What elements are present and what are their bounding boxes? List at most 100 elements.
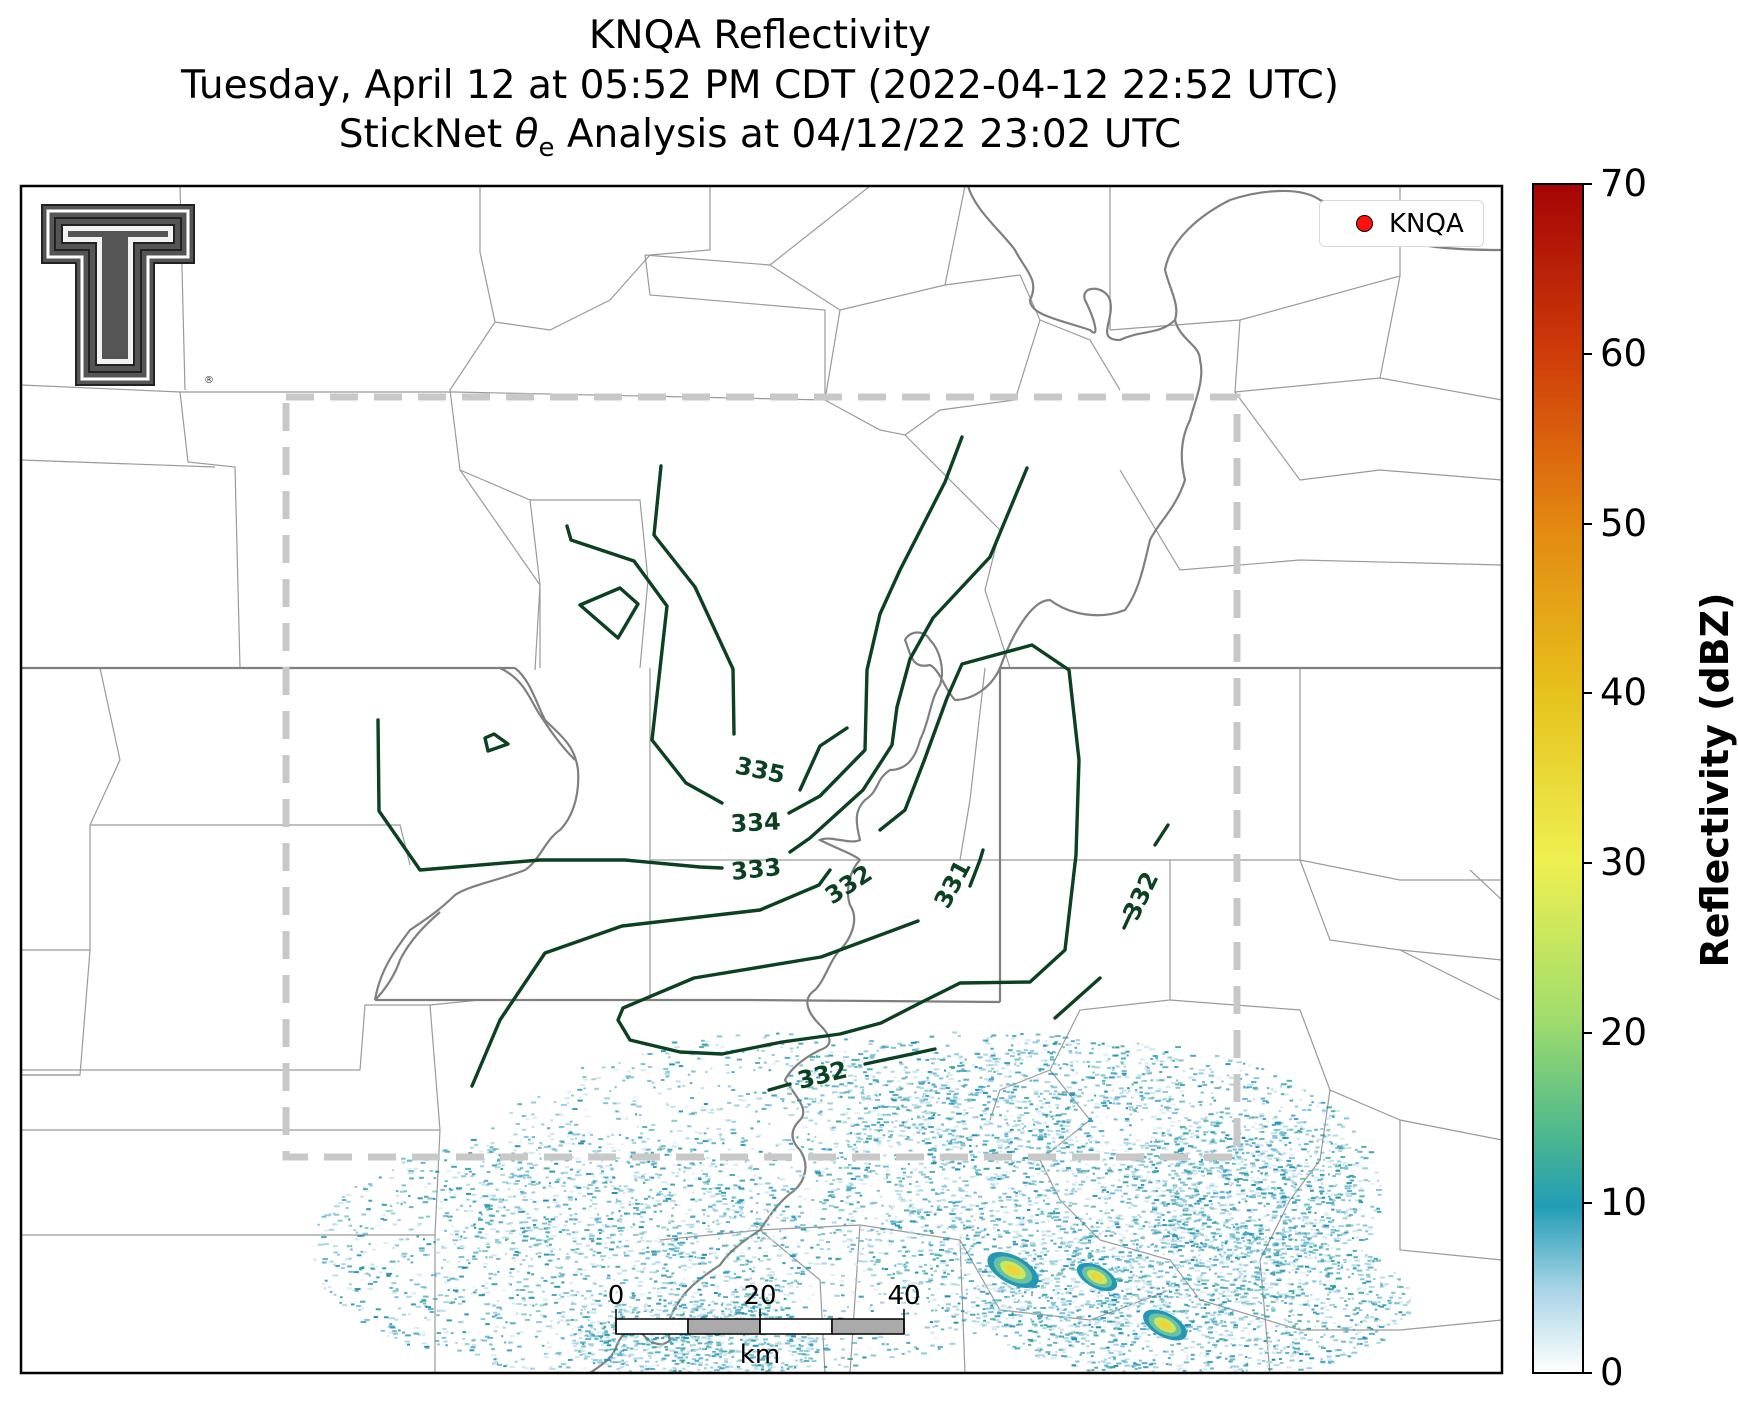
radar-echo-pixel (556, 1267, 562, 1269)
radar-echo-pixel (500, 1318, 505, 1321)
radar-echo-pixel (968, 1195, 972, 1198)
radar-echo-pixel (1291, 1185, 1294, 1187)
radar-echo-pixel (929, 1264, 933, 1267)
radar-echo-pixel (1276, 1201, 1280, 1204)
radar-echo-pixel (700, 1257, 706, 1260)
radar-echo-pixel (561, 1311, 566, 1314)
radar-echo-pixel (496, 1313, 501, 1316)
radar-echo-pixel (1376, 1189, 1382, 1191)
radar-echo-pixel (900, 1130, 906, 1133)
radar-echo-pixel (804, 1198, 807, 1200)
radar-echo-pixel (706, 1175, 711, 1178)
radar-echo-pixel (612, 1325, 618, 1328)
radar-echo-pixel (1261, 1253, 1266, 1256)
radar-echo-pixel (982, 1284, 985, 1287)
radar-echo-pixel (445, 1150, 451, 1153)
radar-echo-pixel (942, 1130, 949, 1133)
radar-echo-pixel (1038, 1134, 1043, 1137)
radar-echo-pixel (647, 1066, 653, 1068)
radar-echo-pixel (739, 1316, 742, 1319)
radar-echo-pixel (870, 1260, 874, 1262)
radar-echo-pixel (500, 1308, 503, 1311)
radar-echo-pixel (590, 1233, 594, 1236)
radar-echo-pixel (601, 1159, 604, 1162)
radar-echo-pixel (866, 1229, 873, 1232)
radar-echo-pixel (1148, 1087, 1153, 1089)
radar-echo-pixel (767, 1223, 770, 1226)
radar-echo-pixel (603, 1294, 607, 1297)
radar-echo-pixel (671, 1171, 675, 1174)
radar-echo-pixel (410, 1261, 414, 1264)
radar-echo-pixel (932, 1298, 937, 1301)
radar-echo-pixel (998, 1199, 1004, 1202)
radar-echo-pixel (1158, 1156, 1162, 1159)
radar-echo-pixel (1090, 1290, 1095, 1292)
radar-echo-pixel (983, 1229, 986, 1232)
radar-echo-pixel (444, 1198, 448, 1201)
radar-echo-pixel (482, 1195, 489, 1198)
radar-echo-pixel (775, 1144, 779, 1147)
radar-echo-pixel (775, 1284, 780, 1287)
radar-echo-pixel (513, 1149, 517, 1152)
radar-echo-pixel (1011, 1161, 1015, 1164)
radar-echo-pixel (910, 1118, 913, 1121)
radar-echo-pixel (1014, 1063, 1017, 1066)
radar-echo-pixel (989, 1318, 996, 1321)
radar-echo-pixel (466, 1192, 471, 1195)
radar-echo-pixel (1077, 1171, 1084, 1174)
radar-echo-pixel (755, 1135, 761, 1138)
radar-echo-pixel (1210, 1208, 1216, 1210)
radar-echo-pixel (669, 1194, 674, 1197)
radar-echo-pixel (967, 1258, 973, 1261)
radar-echo-pixel (651, 1263, 656, 1266)
radar-echo-pixel (1103, 1255, 1110, 1258)
radar-echo-pixel (1352, 1163, 1358, 1166)
radar-echo-pixel (602, 1181, 608, 1184)
radar-echo-pixel (1010, 1316, 1015, 1319)
radar-echo-pixel (749, 1165, 753, 1168)
radar-echo-pixel (1004, 1118, 1008, 1121)
radar-echo-pixel (952, 1096, 955, 1099)
radar-echo-pixel (986, 1064, 990, 1067)
radar-echo-pixel (1120, 1242, 1124, 1244)
radar-echo-pixel (570, 1303, 577, 1305)
radar-echo-pixel (693, 1252, 697, 1254)
radar-echo-pixel (902, 1097, 908, 1100)
radar-echo-pixel (1175, 1264, 1180, 1267)
radar-echo-pixel (869, 1056, 874, 1059)
radar-echo-pixel (321, 1261, 327, 1264)
radar-echo-pixel (1026, 1307, 1030, 1310)
radar-echo-pixel (1130, 1183, 1133, 1186)
radar-echo-pixel (829, 1193, 835, 1196)
radar-echo-pixel (1043, 1253, 1048, 1256)
radar-echo-pixel (523, 1304, 528, 1307)
radar-echo-pixel (452, 1176, 458, 1179)
radar-echo-pixel (610, 1185, 616, 1187)
radar-echo-pixel (409, 1279, 414, 1282)
radar-echo-pixel (606, 1236, 612, 1239)
radar-echo-pixel (1035, 1110, 1042, 1113)
radar-echo-pixel (928, 1300, 931, 1303)
radar-echo-pixel (1095, 1167, 1101, 1170)
radar-echo-pixel (787, 1273, 793, 1276)
radar-echo-pixel (606, 1200, 612, 1203)
radar-echo-pixel (1118, 1251, 1125, 1254)
radar-echo-pixel (472, 1200, 477, 1203)
radar-echo-pixel (1197, 1166, 1202, 1169)
radar-echo-pixel (509, 1268, 515, 1271)
radar-echo-pixel (768, 1301, 775, 1304)
radar-echo-pixel (843, 1365, 849, 1368)
radar-echo-pixel (1268, 1166, 1272, 1169)
radar-echo-pixel (739, 1179, 745, 1182)
radar-echo-pixel (490, 1228, 496, 1231)
radar-echo-pixel (1321, 1201, 1326, 1204)
radar-echo-pixel (761, 1049, 765, 1052)
radar-echo-pixel (948, 1225, 952, 1228)
radar-echo-pixel (704, 1150, 709, 1153)
radar-echo-pixel (368, 1274, 371, 1277)
radar-echo-pixel (439, 1200, 443, 1203)
radar-echo-pixel (924, 1234, 928, 1236)
radar-echo-pixel (1027, 1161, 1032, 1164)
radar-echo-pixel (486, 1208, 490, 1211)
radar-echo-pixel (549, 1243, 553, 1246)
